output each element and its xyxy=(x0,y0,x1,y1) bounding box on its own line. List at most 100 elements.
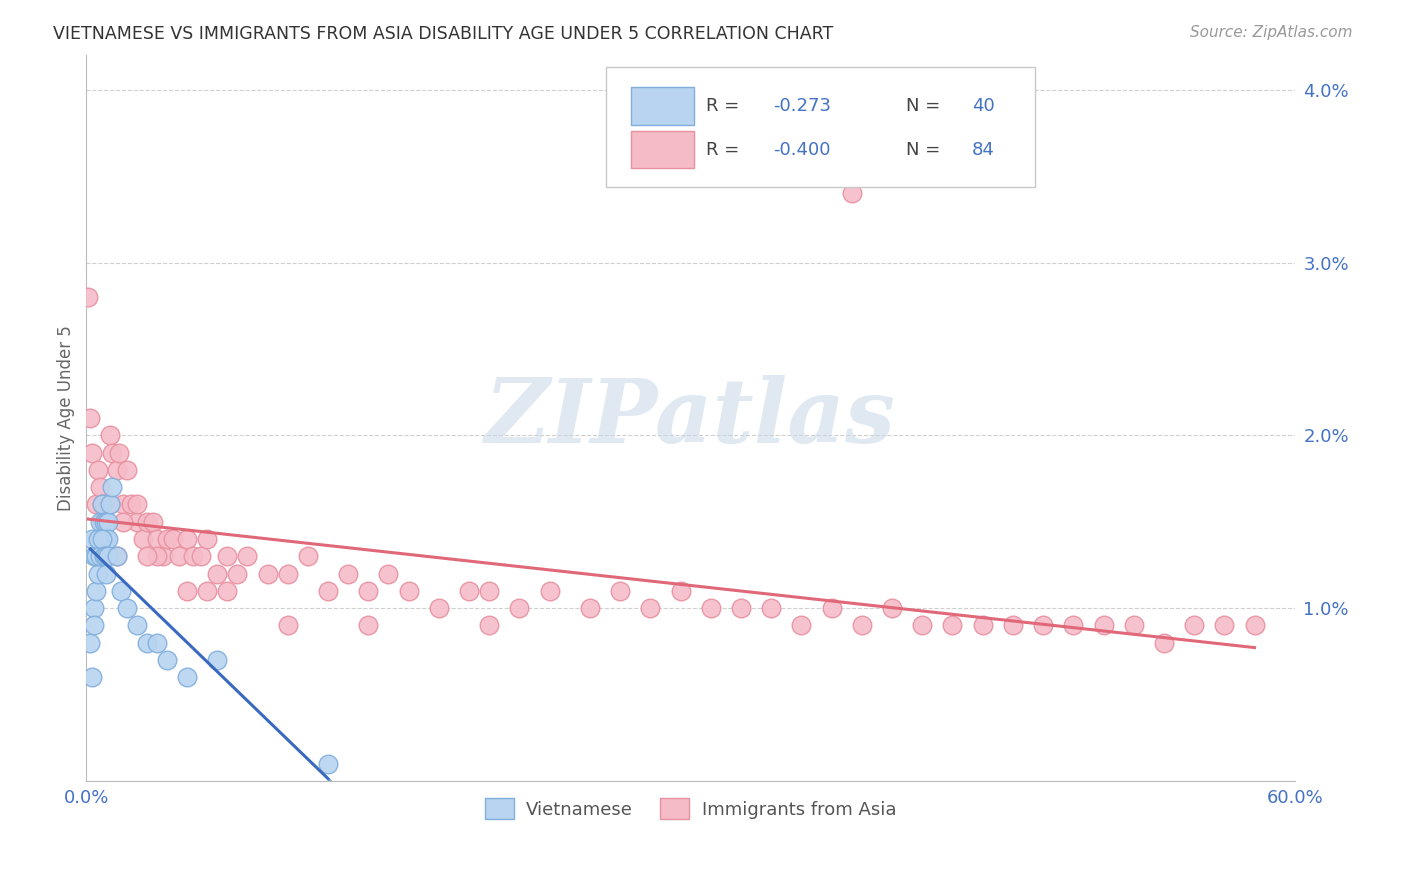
Point xyxy=(115,463,138,477)
FancyBboxPatch shape xyxy=(631,130,695,169)
Point xyxy=(96,566,118,581)
Point xyxy=(256,566,278,581)
Point xyxy=(105,463,128,477)
Point xyxy=(86,549,108,564)
Point xyxy=(86,498,108,512)
Point xyxy=(77,290,100,304)
Point xyxy=(730,601,752,615)
Point xyxy=(1182,618,1205,632)
Point xyxy=(82,445,104,459)
Point xyxy=(205,653,228,667)
Text: -0.400: -0.400 xyxy=(773,141,831,159)
Point xyxy=(87,532,110,546)
Point xyxy=(790,618,813,632)
Point xyxy=(1122,618,1144,632)
Point xyxy=(100,428,122,442)
Point xyxy=(508,601,530,615)
Point xyxy=(135,549,157,564)
Point xyxy=(217,549,239,564)
Point xyxy=(337,566,360,581)
Point xyxy=(87,532,110,546)
Point xyxy=(97,549,120,564)
Point xyxy=(217,583,239,598)
Point xyxy=(152,549,174,564)
Point xyxy=(120,498,142,512)
Point xyxy=(579,601,602,615)
Point xyxy=(83,549,105,564)
Point xyxy=(427,601,450,615)
Point xyxy=(79,411,101,425)
Point xyxy=(699,601,721,615)
Point xyxy=(89,480,111,494)
Point xyxy=(820,601,842,615)
Point xyxy=(759,601,782,615)
Point xyxy=(1243,618,1265,632)
Point xyxy=(1092,618,1115,632)
Text: R =: R = xyxy=(706,97,745,115)
Point xyxy=(316,583,339,598)
Point xyxy=(115,601,138,615)
Point xyxy=(97,532,120,546)
Point xyxy=(91,532,114,546)
Point xyxy=(377,566,399,581)
Point xyxy=(538,583,561,598)
Point xyxy=(236,549,259,564)
Point xyxy=(125,515,148,529)
Point xyxy=(131,532,153,546)
Point xyxy=(110,583,132,598)
Text: -0.273: -0.273 xyxy=(773,97,831,115)
Point xyxy=(1001,618,1024,632)
Point xyxy=(156,532,179,546)
Point xyxy=(111,515,134,529)
Point xyxy=(167,549,190,564)
Text: Source: ZipAtlas.com: Source: ZipAtlas.com xyxy=(1189,25,1353,40)
Point xyxy=(1213,618,1236,632)
Point xyxy=(176,670,198,684)
Text: 40: 40 xyxy=(972,97,995,115)
Point xyxy=(96,515,118,529)
Point xyxy=(83,618,105,632)
Point xyxy=(91,498,114,512)
Point xyxy=(880,601,903,615)
Text: R =: R = xyxy=(706,141,745,159)
FancyBboxPatch shape xyxy=(606,68,1035,187)
Point xyxy=(105,549,128,564)
Point xyxy=(316,756,339,771)
Point xyxy=(176,583,198,598)
Point xyxy=(101,480,124,494)
Point xyxy=(83,601,105,615)
Point xyxy=(111,498,134,512)
Point xyxy=(357,583,380,598)
Point xyxy=(89,532,111,546)
Point xyxy=(195,583,218,598)
Point xyxy=(398,583,420,598)
Point xyxy=(87,463,110,477)
Point xyxy=(86,549,108,564)
Point xyxy=(105,549,128,564)
Point xyxy=(97,515,120,529)
Point xyxy=(357,618,380,632)
Point xyxy=(181,549,204,564)
Point xyxy=(972,618,994,632)
Point xyxy=(195,532,218,546)
Text: VIETNAMESE VS IMMIGRANTS FROM ASIA DISABILITY AGE UNDER 5 CORRELATION CHART: VIETNAMESE VS IMMIGRANTS FROM ASIA DISAB… xyxy=(53,25,834,43)
Text: 84: 84 xyxy=(972,141,995,159)
Point xyxy=(96,549,118,564)
Point xyxy=(1062,618,1084,632)
Point xyxy=(91,515,114,529)
Point xyxy=(841,186,863,201)
Point xyxy=(107,445,129,459)
Text: N =: N = xyxy=(905,97,946,115)
Point xyxy=(89,515,111,529)
Point xyxy=(1153,636,1175,650)
Point xyxy=(156,653,179,667)
Point xyxy=(142,515,165,529)
Point xyxy=(146,532,169,546)
Point xyxy=(669,583,692,598)
Point xyxy=(93,515,115,529)
Point xyxy=(101,445,124,459)
Point xyxy=(125,618,148,632)
Point xyxy=(146,636,169,650)
Point xyxy=(79,636,101,650)
Point xyxy=(226,566,249,581)
